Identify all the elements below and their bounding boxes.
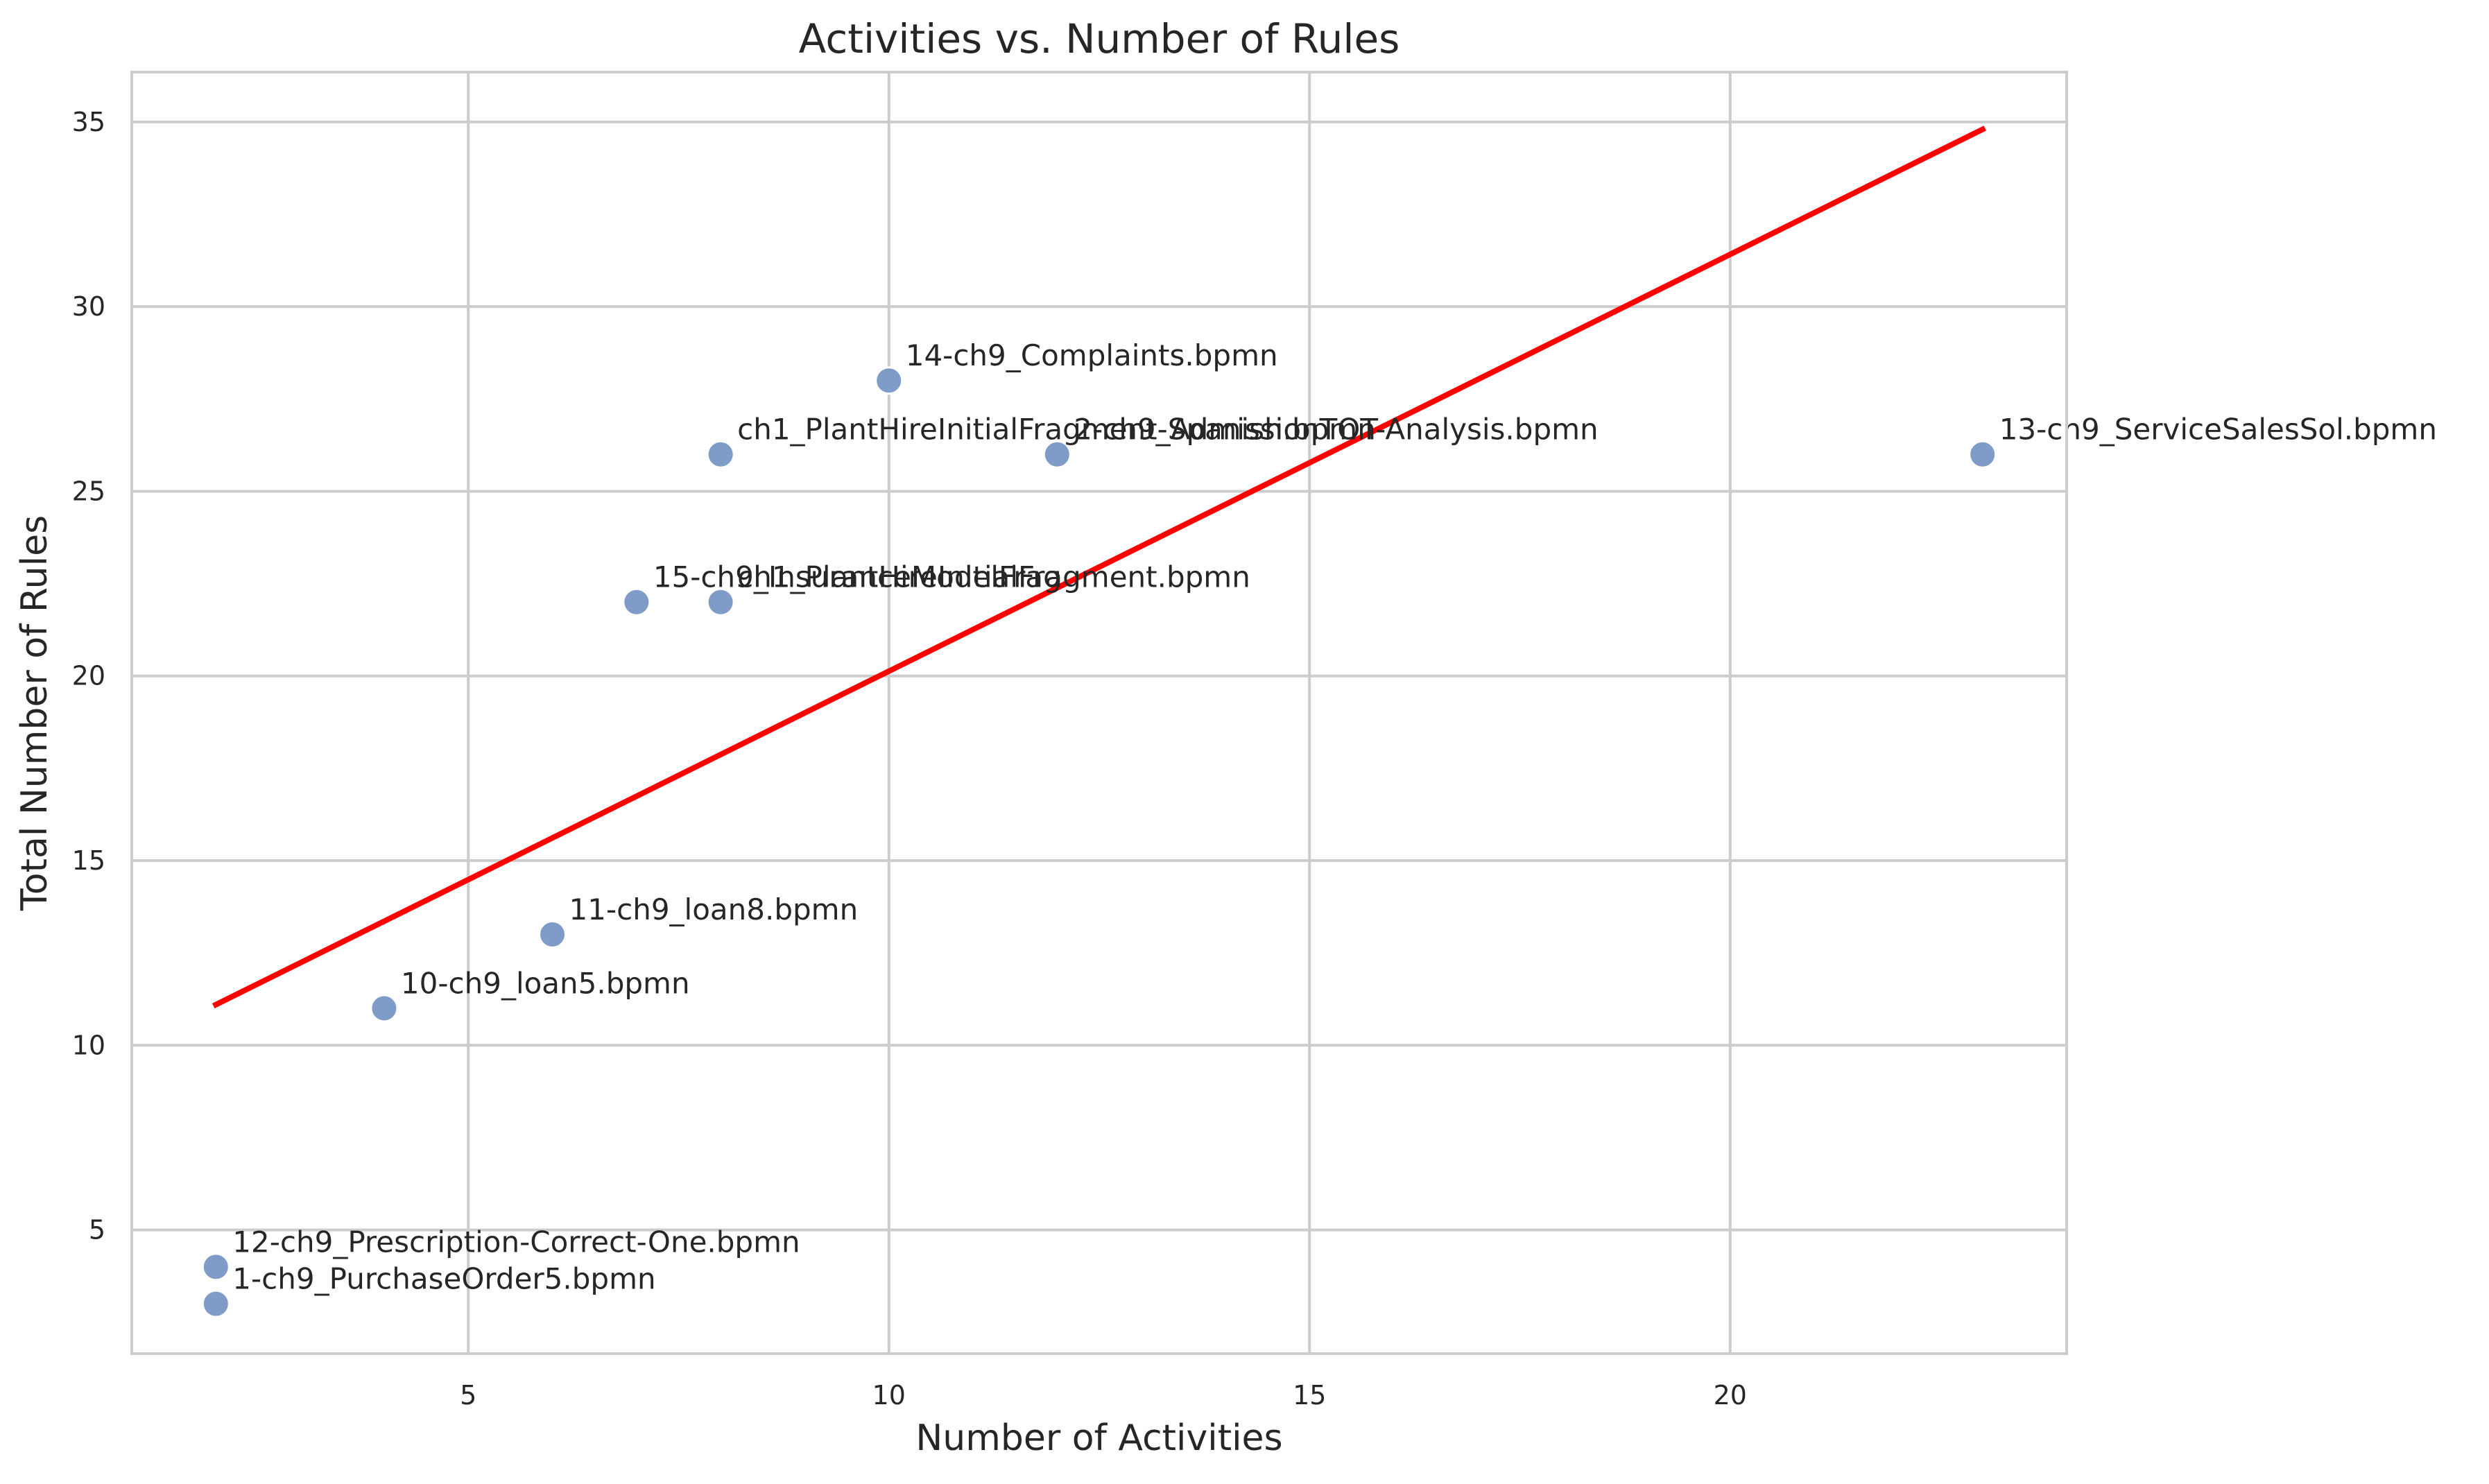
point-label: 14-ch9_Complaints.bpmn [906, 338, 1278, 372]
data-points [201, 366, 1997, 1318]
data-point [706, 440, 735, 469]
y-tick-label: 10 [72, 1030, 105, 1060]
data-point [370, 994, 399, 1023]
y-tick-label: 25 [72, 476, 105, 506]
point-label: ch1_PlantHireInitialFragment.bpmn [737, 560, 1250, 594]
trendline [212, 126, 1987, 1009]
point-label: ch1_PlantHireInitialFragment-Spanish.bpm… [737, 413, 1376, 447]
point-label: 11-ch9_loan8.bpmn [569, 892, 859, 926]
point-label: 10-ch9_loan5.bpmn [401, 967, 690, 1001]
data-point [1968, 440, 1997, 469]
data-point [1042, 440, 1071, 469]
point-labels: 12-ch9_Prescription-Correct-One.bpmn1-ch… [232, 338, 2437, 1295]
y-tick-label: 5 [89, 1215, 105, 1245]
x-tick-label: 10 [872, 1380, 906, 1410]
x-axis-label: Number of Activities [915, 1417, 1282, 1459]
data-point [201, 1252, 230, 1282]
data-point [201, 1289, 230, 1318]
plot-frame [130, 71, 2068, 1355]
data-point [622, 587, 651, 616]
point-label: 15-ch9_InsuranceModelFrag [653, 560, 1062, 594]
point-label: 1-ch9_PurchaseOrder5.bpmn [232, 1262, 655, 1296]
y-tick-label: 35 [72, 107, 105, 137]
point-label: 12-ch9_Prescription-Correct-One.bpmn [232, 1225, 800, 1259]
data-point [706, 587, 735, 616]
point-label: 13-ch9_ServiceSalesSol.bpmn [1999, 413, 2437, 447]
grid-lines [132, 72, 2067, 1354]
trendline-group [212, 126, 1987, 1009]
point-label: 2-ch9_AdmissionTOT-Analysis.bpmn [1074, 413, 1598, 447]
axis-ticks: 5 10 15 20 5 10 15 20 25 30 35 [72, 107, 1747, 1410]
x-tick-label: 15 [1293, 1380, 1326, 1410]
x-tick-label: 20 [1714, 1380, 1747, 1410]
x-tick-label: 5 [460, 1380, 476, 1410]
y-tick-label: 30 [72, 291, 105, 322]
chart-title: Activities vs. Number of Rules [799, 15, 1400, 62]
y-tick-label: 15 [72, 845, 105, 876]
y-axis-label: Total Number of Rules [14, 515, 55, 911]
y-tick-label: 20 [72, 661, 105, 691]
data-point [875, 366, 904, 395]
data-point [538, 920, 567, 949]
